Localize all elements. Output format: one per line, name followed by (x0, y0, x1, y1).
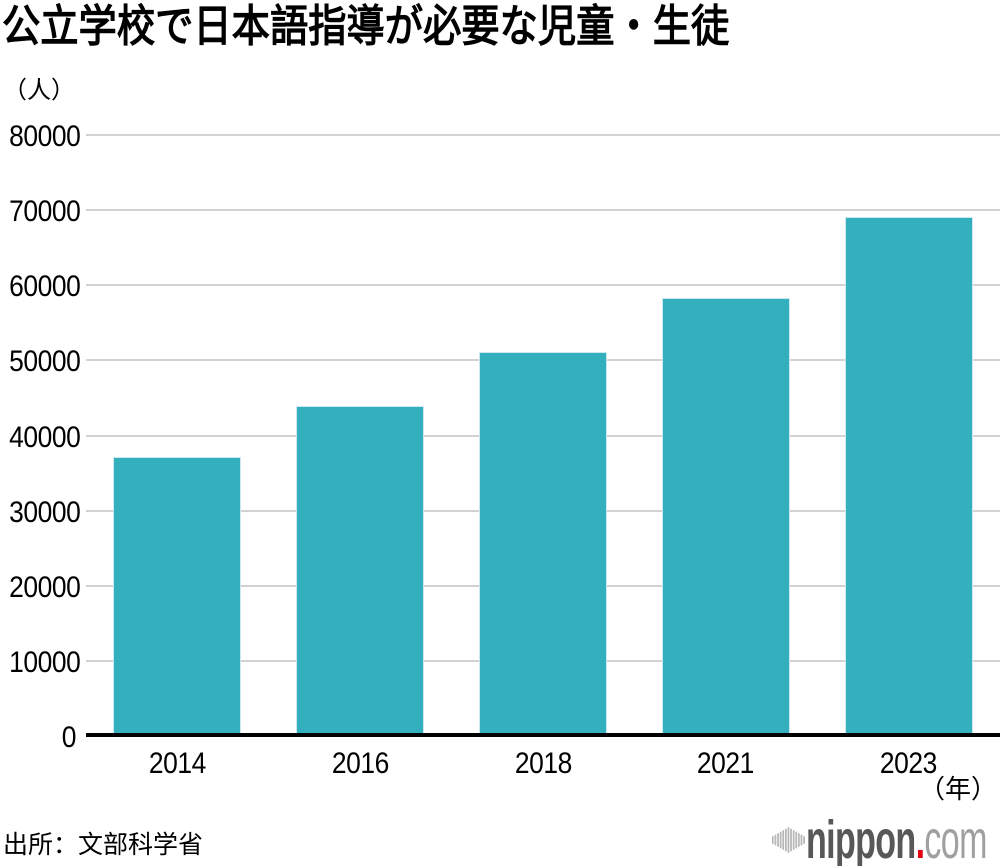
bar-2021 (661, 297, 790, 736)
source-label: 出所：文部科学省 (3, 831, 204, 859)
bar-2014 (113, 457, 242, 736)
x-tick-label: 2018 (514, 747, 572, 780)
nippon-logo-text: nippon.com (806, 813, 987, 866)
x-tick-label: 2023 (880, 747, 938, 780)
bar-2023 (844, 216, 973, 736)
y-tick-label: 50000 (9, 345, 81, 379)
chart-title: 公立学校で日本語指導が必要な児童・生徒 (2, 2, 730, 51)
plot-area (86, 134, 1000, 737)
x-tick-label: 2014 (148, 747, 206, 780)
logo-tld-text: com (924, 810, 987, 866)
x-tick-label: 2021 (697, 747, 755, 780)
y-axis-unit-label: （人） (3, 77, 75, 104)
waveform-bars-icon (772, 827, 805, 853)
y-tick-label: 80000 (9, 120, 81, 153)
x-axis-line (86, 733, 1000, 737)
gridline (86, 209, 1000, 212)
bar-2018 (479, 351, 607, 736)
x-axis-unit-label: （年） (918, 774, 997, 804)
logo-brand-text: nippon (806, 810, 916, 866)
y-tick-label: 40000 (9, 420, 81, 454)
y-tick-label: 70000 (9, 195, 81, 229)
y-tick-label: 0 (61, 721, 77, 754)
y-tick-label: 20000 (9, 570, 81, 604)
x-tick-label: 2016 (331, 747, 389, 780)
bar-2016 (296, 405, 425, 736)
y-tick-label: 60000 (9, 270, 81, 304)
y-tick-label: 10000 (9, 645, 81, 679)
logo-dot: . (915, 810, 925, 866)
gridline (86, 134, 1000, 136)
nippon-logo: nippon.com (772, 813, 1000, 866)
gridline (86, 284, 1000, 287)
y-tick-label: 30000 (9, 495, 81, 529)
